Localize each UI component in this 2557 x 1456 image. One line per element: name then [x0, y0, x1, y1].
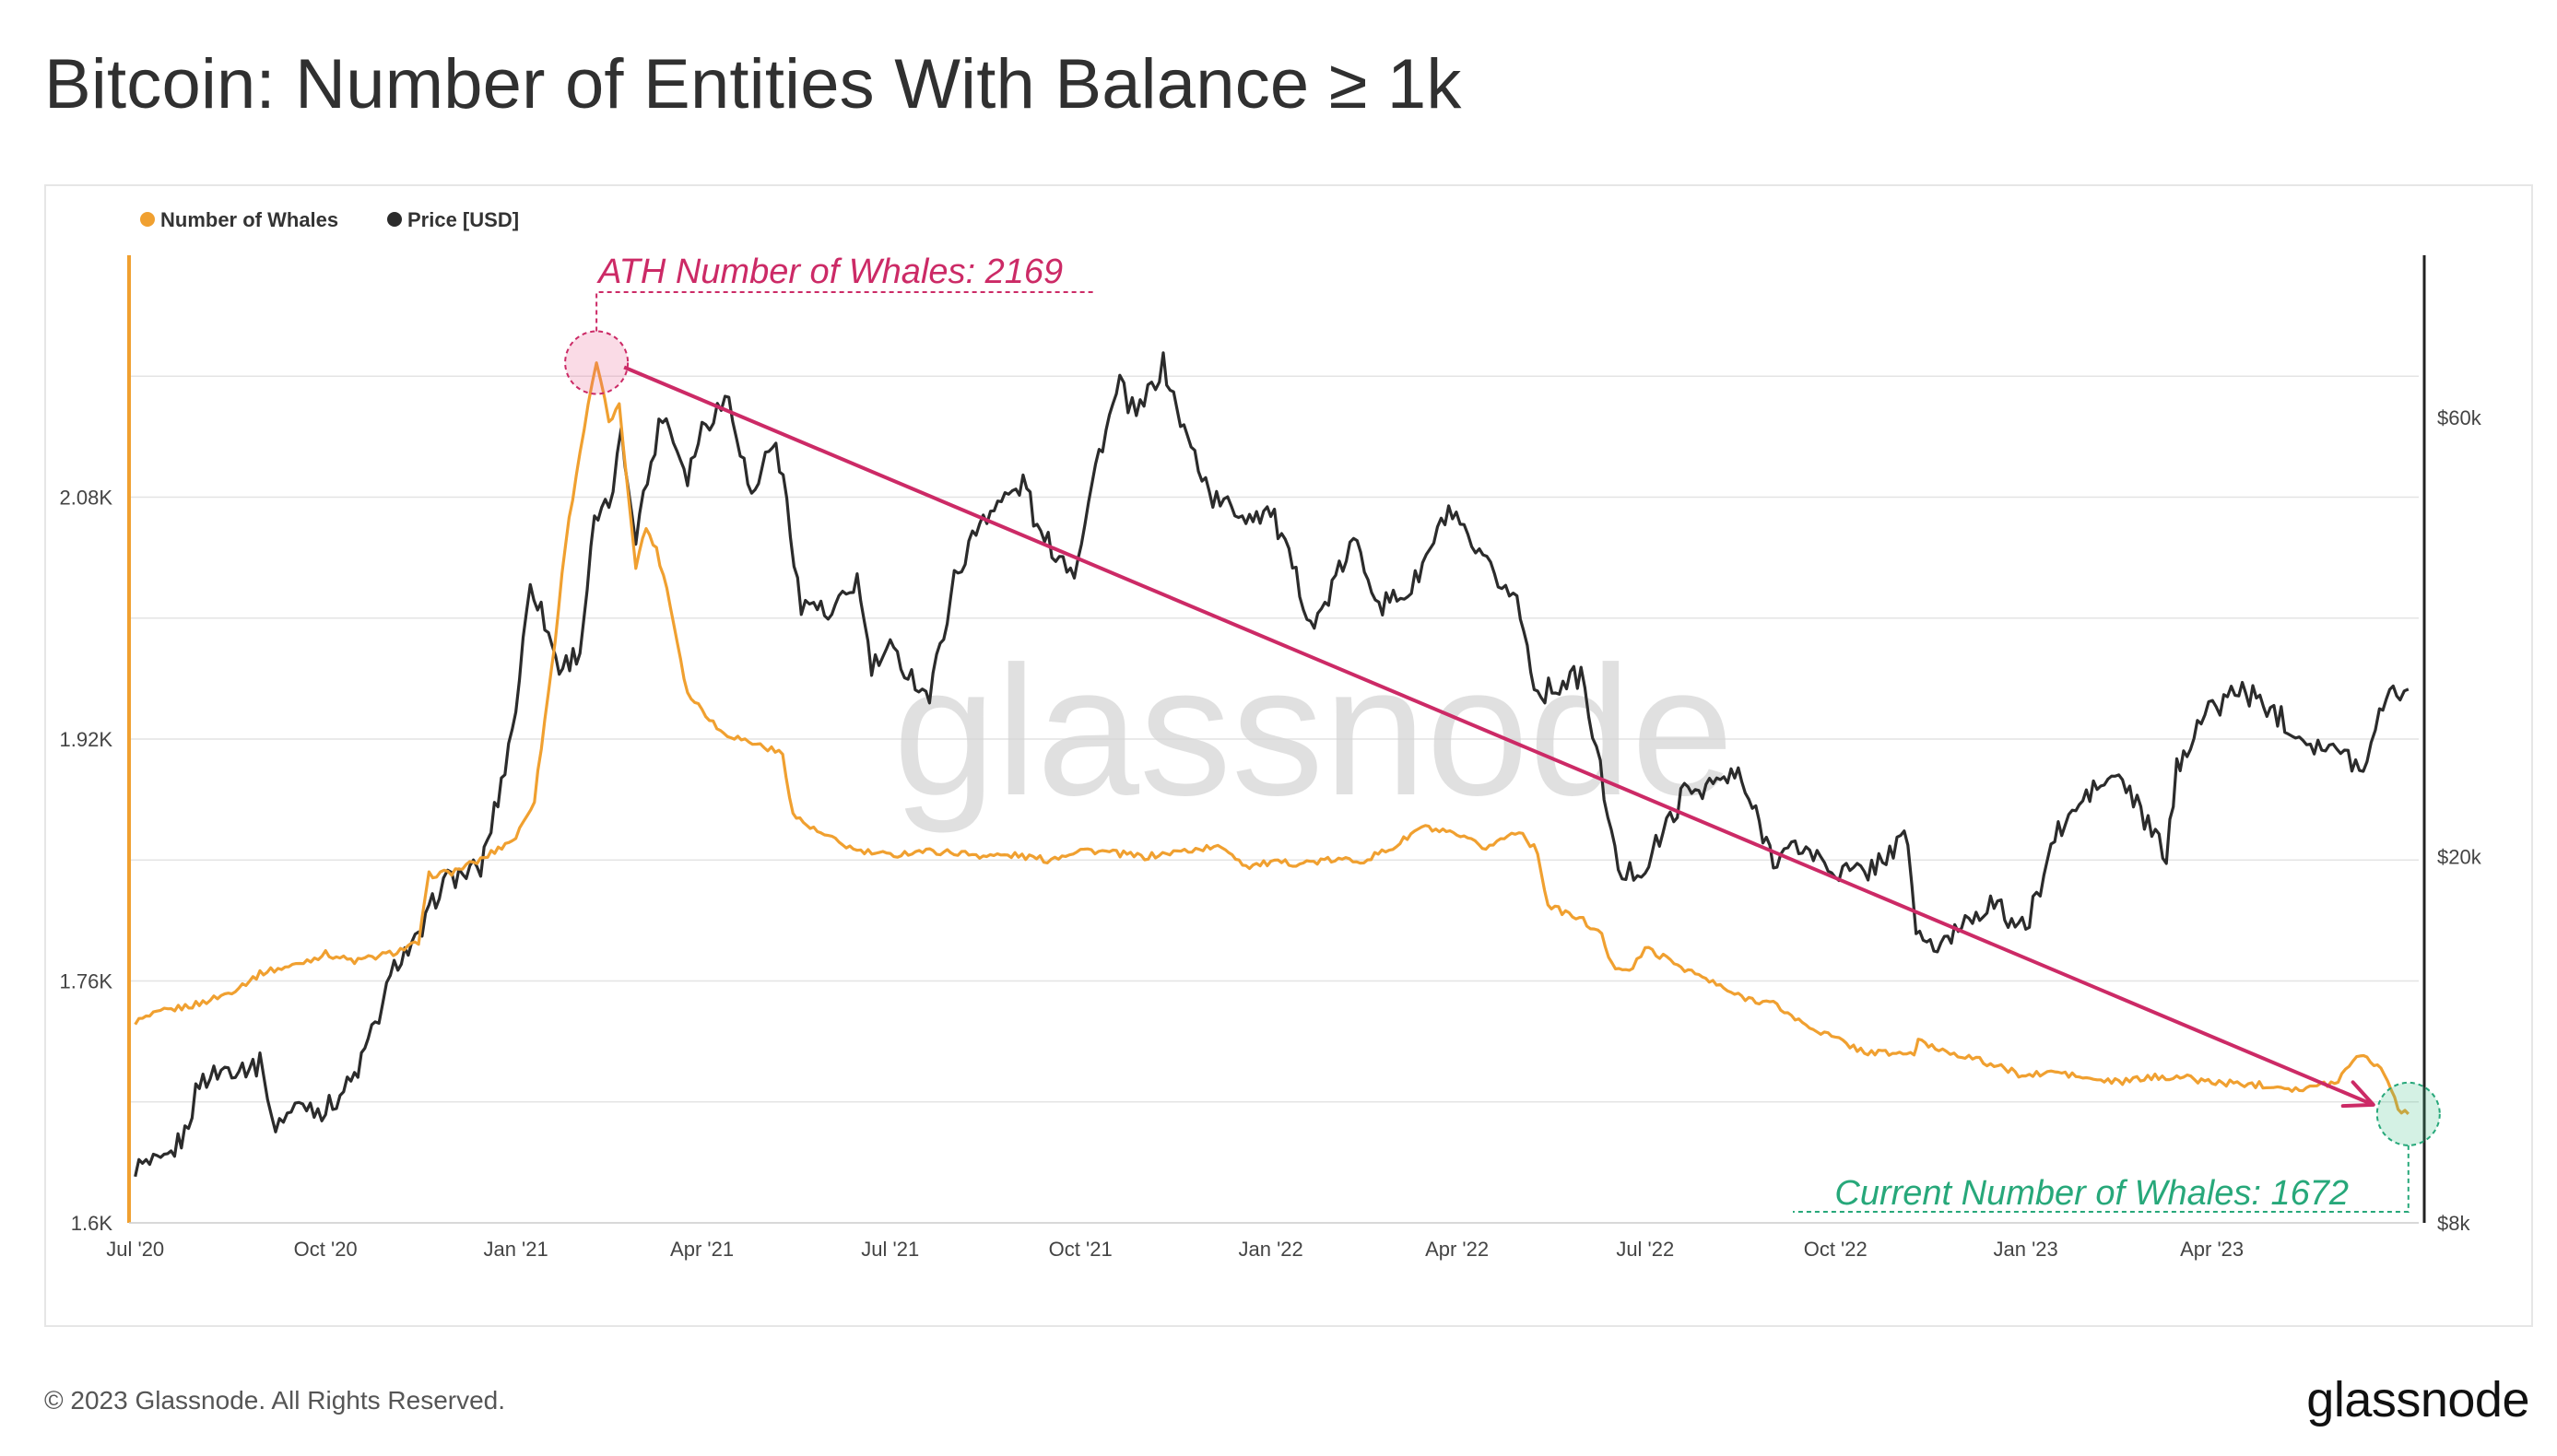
price-series-line [134, 351, 2410, 1178]
current-annotation-label: Current Number of Whales: 1672 [1834, 1174, 2349, 1213]
x-tick-label: Jan '22 [1239, 1238, 1303, 1261]
chart-panel: glassnode 1.6K 1.76K 1.92K 2.08K $8k $20k $60k… [44, 184, 2533, 1327]
trend-arrow-head [2340, 1080, 2375, 1109]
x-tick-label: Oct '21 [1049, 1238, 1113, 1261]
current-marker-circle [2375, 1081, 2441, 1146]
legend: Number of Whales Price [USD] [140, 208, 519, 231]
x-tick-label: Oct '20 [294, 1238, 358, 1261]
annotations: ATH Number of Whales: 2169 Current Number… [564, 252, 2441, 1213]
ath-marker-circle [564, 330, 630, 395]
x-tick-label: Jul '22 [1616, 1238, 1674, 1261]
x-tick-label: Jul '20 [106, 1238, 164, 1261]
ath-leader-line [595, 291, 1095, 332]
y-right-tick-label: $60k [2437, 406, 2482, 429]
legend-item-whales[interactable]: Number of Whales [140, 208, 338, 231]
x-tick-label: Apr '21 [670, 1238, 734, 1261]
x-tick-label: Oct '22 [1804, 1238, 1868, 1261]
y-left-tick-label: 1.92K [60, 728, 113, 751]
x-tick-label: Apr '22 [1425, 1238, 1489, 1261]
axes: 1.6K 1.76K 1.92K 2.08K $8k $20k $60k Jul '20 Oct… [60, 255, 2482, 1261]
ath-annotation-label: ATH Number of Whales: 2169 [596, 252, 1063, 291]
y-right-tick-label: $20k [2437, 845, 2482, 868]
y-right-tick-label: $8k [2437, 1212, 2470, 1235]
glassnode-logo: glassnode [2306, 1372, 2529, 1427]
x-tick-label: Jan '21 [483, 1238, 548, 1261]
trend-arrow-line [623, 365, 2374, 1107]
copyright-text: © 2023 Glassnode. All Rights Reserved. [44, 1386, 506, 1415]
watermark-text: glassnode [893, 628, 1734, 834]
legend-item-price[interactable]: Price [USD] [387, 208, 519, 231]
page-title: Bitcoin: Number of Entities With Balance… [44, 45, 1462, 123]
x-tick-label: Apr '23 [2180, 1238, 2244, 1261]
series-lines [134, 351, 2410, 1178]
x-tick-label: Jul '21 [861, 1238, 919, 1261]
chart-svg: glassnode 1.6K 1.76K 1.92K 2.08K $8k $20k $60k… [60, 208, 2482, 1261]
y-left-tick-label: 1.6K [71, 1212, 113, 1235]
current-leader-line [1793, 1145, 2410, 1213]
y-left-tick-label: 1.76K [60, 970, 113, 993]
y-left-tick-label: 2.08K [60, 487, 113, 510]
whales-series-line [134, 361, 2410, 1116]
legend-whales-label: Number of Whales [160, 208, 338, 231]
x-tick-label: Jan '23 [1994, 1238, 2058, 1261]
legend-whales-dot [140, 212, 155, 227]
legend-price-dot [387, 212, 402, 227]
legend-price-label: Price [USD] [407, 208, 519, 231]
